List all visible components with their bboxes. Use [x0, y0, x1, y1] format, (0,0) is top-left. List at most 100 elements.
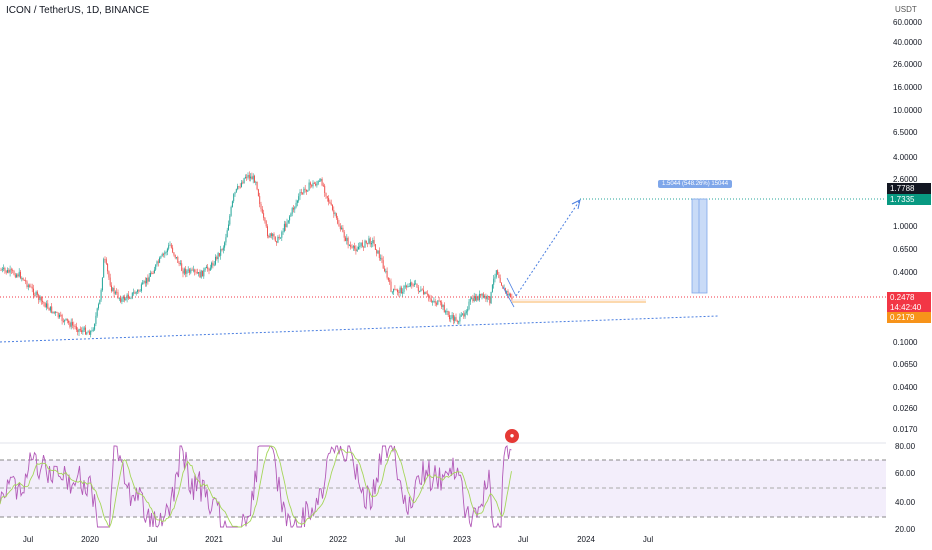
candle-body — [205, 266, 207, 269]
candle-body — [478, 293, 480, 301]
candle-body — [228, 224, 229, 231]
trendline — [0, 315, 719, 343]
candle-body — [321, 178, 323, 186]
candle-body — [300, 192, 302, 194]
candle-body — [98, 304, 99, 309]
candle-body — [44, 303, 46, 308]
time-tick-label: 2020 — [81, 535, 99, 544]
candle-body — [244, 176, 246, 179]
candle-body — [64, 319, 66, 322]
candle-body — [140, 284, 142, 291]
candle-body — [350, 245, 352, 248]
candle-body — [450, 318, 452, 320]
candle-body — [381, 257, 383, 261]
candle-body — [229, 215, 231, 225]
candle-body — [159, 257, 161, 263]
candle-body — [187, 269, 189, 271]
candle-body — [313, 182, 315, 184]
candle-body — [364, 240, 366, 248]
candle-body — [273, 233, 275, 237]
candle-body — [260, 203, 262, 209]
candle-body — [463, 313, 465, 317]
candle-body — [79, 328, 81, 331]
candle-body — [163, 253, 164, 255]
candle-body — [256, 181, 258, 190]
candle-body — [127, 294, 129, 299]
candle-body — [126, 294, 128, 299]
candle-body — [138, 290, 140, 292]
candle-body — [49, 306, 51, 311]
candle-body — [419, 290, 421, 292]
currency-label: USDT — [895, 5, 917, 14]
candle-body — [287, 220, 289, 223]
candle-body — [280, 237, 281, 239]
candle-body — [105, 259, 107, 264]
candle-body — [75, 326, 77, 330]
candle-body — [23, 279, 25, 281]
candle-body — [341, 227, 343, 230]
candle-body — [456, 321, 458, 322]
candle-body — [490, 291, 492, 304]
candle-body — [151, 272, 153, 274]
candle-body — [190, 269, 192, 273]
candle-body — [27, 285, 29, 287]
candle-body — [469, 299, 471, 302]
candle-body — [118, 297, 120, 299]
candle-body — [94, 323, 96, 330]
candle-body — [16, 274, 18, 278]
candle-body — [404, 285, 406, 287]
candle-body — [307, 190, 309, 192]
candle-body — [72, 322, 73, 326]
candle-body — [172, 247, 174, 253]
candle-body — [46, 303, 47, 308]
candle-body — [309, 182, 311, 185]
flag-icon[interactable]: ● — [505, 429, 519, 443]
candle-body — [411, 282, 413, 286]
candle-body — [298, 196, 300, 201]
candle-body — [21, 277, 23, 279]
candle-body — [259, 196, 261, 204]
candle-body — [451, 315, 453, 319]
candle-body — [120, 297, 122, 302]
candle-body — [25, 280, 27, 282]
candle-body — [113, 287, 115, 294]
candle-body — [96, 308, 98, 316]
candle-body — [142, 282, 144, 285]
candle-body — [78, 328, 80, 333]
candle-body — [442, 304, 444, 307]
candle-body — [103, 259, 105, 278]
price-tick-label: 40.0000 — [893, 38, 922, 47]
candle-body — [324, 185, 326, 193]
candle-body — [208, 269, 210, 271]
candle-body — [511, 296, 513, 300]
candle-body — [252, 175, 254, 180]
candle-body — [234, 192, 236, 195]
measure-box — [691, 198, 708, 294]
candle-body — [439, 301, 441, 303]
candle-body — [87, 331, 89, 333]
current-price-badge: 0.2478 — [887, 292, 931, 303]
candle-body — [328, 198, 330, 202]
price-tick-label: 6.5000 — [893, 128, 918, 137]
symbol-title[interactable]: ICON / TetherUS, 1D, BINANCE — [6, 5, 150, 16]
target2-price-badge: 1.7335 — [887, 194, 931, 205]
candle-body — [70, 322, 72, 327]
candle-body — [60, 314, 62, 316]
candle-body — [495, 270, 497, 277]
rsi-tick-label: 80.00 — [895, 442, 916, 451]
candle-body — [510, 293, 512, 297]
candle-body — [337, 217, 339, 224]
candle-body — [169, 244, 171, 246]
candle-body — [347, 237, 349, 246]
candle-body — [111, 285, 112, 292]
candle-body — [77, 329, 79, 333]
candle-body — [420, 289, 422, 291]
candle-body — [286, 222, 288, 227]
candle-body — [497, 270, 499, 275]
candle-body — [283, 223, 285, 232]
candle-body — [465, 311, 467, 313]
candle-body — [51, 306, 53, 313]
candle-body — [272, 233, 274, 236]
